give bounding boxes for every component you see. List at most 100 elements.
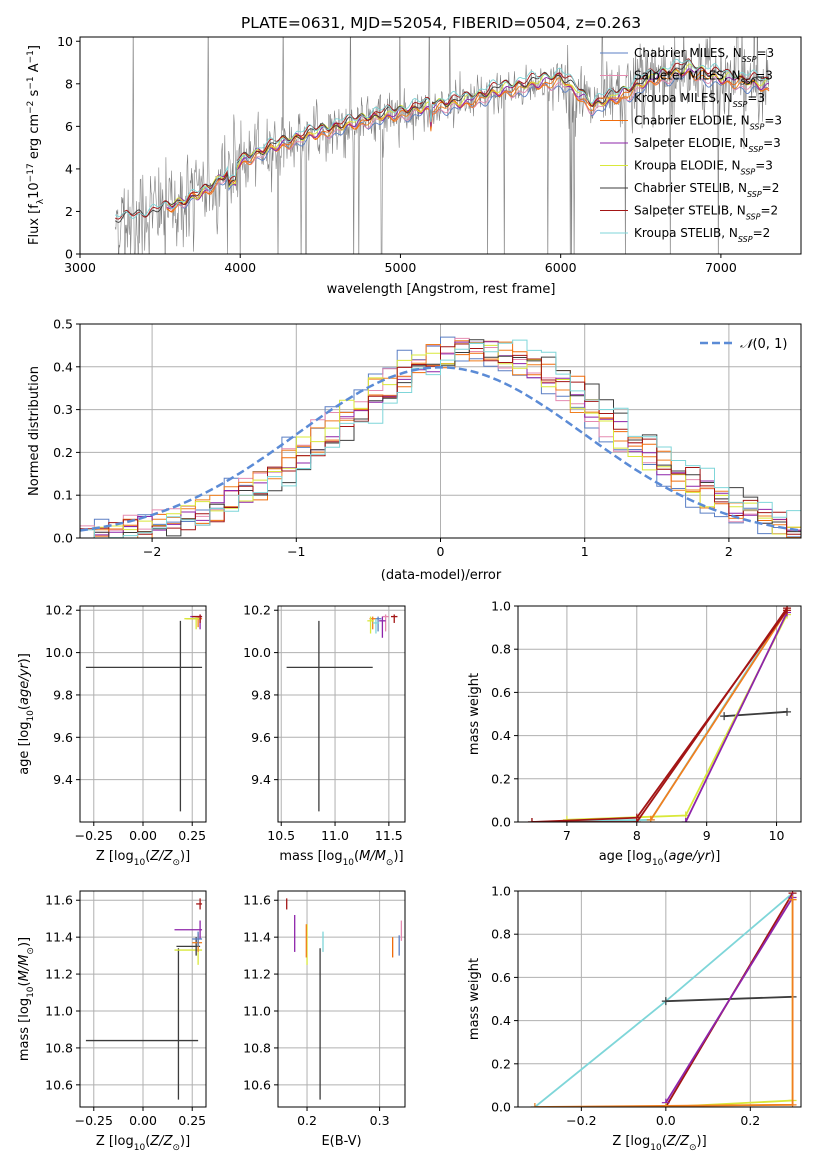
legend-entry: Salpeter ELODIE, NSSP=3 bbox=[634, 136, 781, 154]
y-tick-label: 0.4 bbox=[491, 1013, 511, 1028]
y-axis-label: mass weight bbox=[467, 958, 482, 1040]
y-tick-label: 10.0 bbox=[243, 645, 271, 660]
y-tick-label: 11.0 bbox=[45, 1004, 73, 1019]
y-axis-label: age [log10(age/yr)] bbox=[17, 653, 36, 775]
plot-area bbox=[80, 336, 801, 538]
x-tick-label: 0.00 bbox=[129, 828, 157, 843]
plot-area bbox=[114, 37, 770, 254]
legend-entry: Chabrier ELODIE, NSSP=3 bbox=[634, 114, 782, 132]
x-tick-label: −0.2 bbox=[566, 1113, 596, 1128]
legend-entry: Kroupa STELIB, NSSP=2 bbox=[634, 226, 770, 244]
x-axis-label: Z [log10(Z/Z⊙)] bbox=[612, 1134, 706, 1153]
weight-line bbox=[534, 892, 794, 1107]
x-tick-label: 0 bbox=[437, 544, 445, 559]
plot-area bbox=[286, 614, 398, 812]
weight-marker bbox=[646, 815, 655, 822]
y-tick-label: 0.5 bbox=[53, 317, 73, 332]
x-tick-label: 0.00 bbox=[129, 1113, 157, 1128]
y-tick-label: 0.6 bbox=[491, 685, 511, 700]
x-tick-label: 0.3 bbox=[370, 1113, 390, 1128]
y-tick-label: 10.0 bbox=[45, 645, 73, 660]
axes-mass_vs_Z: −0.25 0.00 0.25 10.6 10.8 11.0 11.2 11.4 11.6 Z [… bbox=[17, 890, 207, 1153]
plot-area bbox=[530, 891, 797, 1107]
y-tick-label: 10.6 bbox=[45, 1077, 73, 1092]
y-tick-label: 11.4 bbox=[45, 930, 73, 945]
y-tick-label: 10.8 bbox=[45, 1040, 73, 1055]
y-tick-label: 1.0 bbox=[491, 884, 511, 899]
plot-area bbox=[527, 606, 792, 822]
weight-marker bbox=[527, 818, 536, 822]
y-tick-label: 0.0 bbox=[491, 815, 511, 830]
y-axis-label: mass weight bbox=[467, 673, 482, 755]
weight-marker bbox=[783, 707, 792, 716]
axes-residuals: −2 −1 0 1 2 0.0 0.1 0.2 0.3 0.4 0.5 (data-model)/er… bbox=[27, 317, 802, 583]
x-tick-label: 0.2 bbox=[297, 1113, 317, 1128]
y-tick-label: 11.6 bbox=[45, 893, 73, 908]
x-tick-label: 0.25 bbox=[178, 1113, 206, 1128]
weight-line bbox=[650, 609, 788, 821]
axes-frame bbox=[277, 605, 406, 823]
y-tick-label: 9.4 bbox=[53, 772, 73, 787]
x-tick-label: 5000 bbox=[385, 260, 417, 275]
weight-line bbox=[684, 612, 788, 822]
weight-marker bbox=[632, 813, 641, 822]
legend-entry: Chabrier MILES, NSSP=3 bbox=[634, 46, 774, 64]
plot-area bbox=[85, 614, 203, 812]
model-spectrum-line bbox=[114, 58, 770, 219]
y-tick-label: 0.2 bbox=[53, 445, 73, 460]
x-tick-label: 0.25 bbox=[178, 828, 206, 843]
y-tick-label: 9.6 bbox=[251, 730, 271, 745]
y-tick-label: 11.6 bbox=[243, 893, 271, 908]
weight-line bbox=[665, 897, 794, 1104]
weight-marker bbox=[661, 997, 670, 1006]
y-tick-label: 9.8 bbox=[53, 687, 73, 702]
x-axis-label: Z [log10(Z/Z⊙)] bbox=[96, 1134, 190, 1153]
figure-title: PLATE=0631, MJD=52054, FIBERID=0504, z=0… bbox=[241, 14, 641, 32]
y-tick-label: 0.1 bbox=[53, 488, 73, 503]
model-spectrum-line bbox=[166, 70, 770, 209]
y-tick-label: 0.6 bbox=[491, 970, 511, 985]
y-tick-label: 0.4 bbox=[53, 359, 73, 374]
weight-marker bbox=[530, 1103, 539, 1107]
model-spectrum-line bbox=[166, 63, 770, 206]
y-tick-label: 11.4 bbox=[243, 930, 271, 945]
y-tick-label: 10.8 bbox=[243, 1040, 271, 1055]
x-axis-label: Z [log10(Z/Z⊙)] bbox=[96, 849, 190, 868]
axes-frame bbox=[517, 890, 802, 1108]
y-tick-label: 9.4 bbox=[251, 772, 271, 787]
x-axis-label: mass [log10(M/M⊙)] bbox=[279, 849, 403, 868]
x-tick-label: 2 bbox=[725, 544, 733, 559]
weight-marker bbox=[661, 1103, 670, 1107]
histogram-step bbox=[80, 336, 801, 538]
legend-entry: Kroupa ELODIE, NSSP=3 bbox=[634, 159, 773, 177]
legend-entry: Chabrier STELIB, NSSP=2 bbox=[634, 181, 779, 199]
y-tick-label: 10 bbox=[57, 34, 73, 49]
x-tick-label: 0.0 bbox=[656, 1113, 676, 1128]
x-tick-label: −0.25 bbox=[75, 828, 113, 843]
y-tick-label: 11.2 bbox=[243, 967, 271, 982]
x-tick-label: 9 bbox=[703, 828, 711, 843]
axes-frame bbox=[79, 890, 207, 1108]
x-tick-label: 10.5 bbox=[267, 828, 295, 843]
y-tick-label: 4 bbox=[65, 161, 73, 176]
y-tick-label: 11.2 bbox=[45, 967, 73, 982]
axes-frame bbox=[79, 323, 802, 539]
histogram-step bbox=[80, 343, 801, 535]
y-tick-label: 1.0 bbox=[491, 599, 511, 614]
y-tick-label: 0.0 bbox=[53, 531, 73, 546]
y-tick-label: 10.2 bbox=[45, 603, 73, 618]
x-tick-label: −1 bbox=[287, 544, 305, 559]
legend-entry: Kroupa MILES, NSSP=3 bbox=[634, 91, 765, 109]
y-tick-label: 0.8 bbox=[491, 642, 511, 657]
axes-frame bbox=[517, 605, 802, 823]
weight-marker bbox=[788, 1100, 797, 1107]
y-tick-label: 0.3 bbox=[53, 402, 73, 417]
y-tick-label: 0.2 bbox=[491, 771, 511, 786]
axes-mass_vs_ebv: 0.2 0.3 10.6 10.8 11.0 11.2 11.4 11.6 E(B-V) bbox=[243, 890, 406, 1149]
axes-frame bbox=[79, 36, 802, 255]
y-tick-label: 8 bbox=[65, 76, 73, 91]
x-tick-label: 7 bbox=[563, 828, 571, 843]
y-tick-label: 0.0 bbox=[491, 1100, 511, 1115]
legend-entry: 𝒩(0, 1) bbox=[740, 337, 787, 352]
